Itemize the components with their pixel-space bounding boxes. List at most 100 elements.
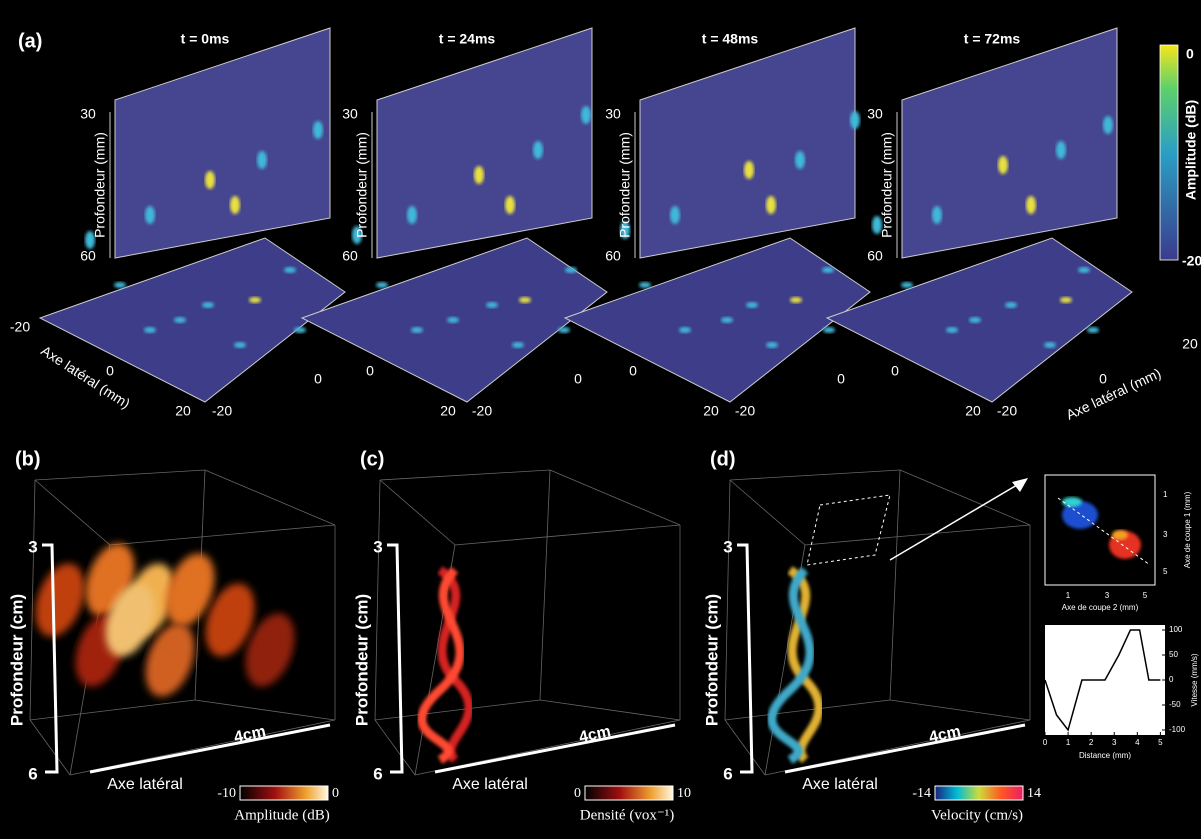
colorbar xyxy=(239,785,329,801)
box-edge xyxy=(724,699,891,721)
depth-bracket xyxy=(387,543,404,774)
echo xyxy=(407,206,417,224)
echo xyxy=(1026,196,1036,214)
ground-plane xyxy=(38,237,346,403)
panel-label: (b) xyxy=(15,448,41,470)
axis-label: Axe de coupe 1 (mm) xyxy=(1183,491,1192,568)
box-edge xyxy=(729,479,806,546)
colorbar-tick: 14 xyxy=(1027,786,1041,801)
echo xyxy=(998,156,1008,174)
section-plane xyxy=(806,494,891,566)
colorbar-tick: -14 xyxy=(912,786,931,801)
depth-tick: 30 xyxy=(80,106,96,122)
lateral-tick: 0 xyxy=(314,371,322,387)
box-edge xyxy=(539,469,551,701)
scale-label: 4cm xyxy=(578,723,613,746)
box-edge xyxy=(889,469,901,701)
lateral-label: Axe latéral xyxy=(452,776,528,793)
colorbar xyxy=(1159,44,1179,261)
colorbar xyxy=(934,785,1024,801)
lateral-tick: -20 xyxy=(212,403,232,419)
panel-d-insets: Axe de coupe 1 (mm) Axe de coupe 2 (mm) … xyxy=(889,474,1199,760)
echo xyxy=(474,166,484,184)
panel-c: (c) 3 6 Profondeur (cm) 4cm Axe latéral 0 10Den… xyxy=(352,448,691,823)
echo xyxy=(352,226,362,244)
echo xyxy=(1044,342,1056,348)
lateral-tick: 20 xyxy=(440,403,456,419)
depth-tick: 6 xyxy=(373,764,382,783)
echo xyxy=(746,302,758,308)
x-tick-label: 0 xyxy=(1043,738,1048,747)
echo xyxy=(850,111,860,129)
depth-tick: 60 xyxy=(342,248,358,264)
echo xyxy=(1056,141,1066,159)
lateral-tick: 0 xyxy=(837,371,845,387)
echo xyxy=(1078,267,1090,273)
depth-label: Profondeur (cm) xyxy=(702,594,721,726)
frame-title: t = 48ms xyxy=(702,31,759,47)
depth-tick: 60 xyxy=(867,248,883,264)
echo xyxy=(932,206,942,224)
scale-bar xyxy=(434,723,676,774)
echo xyxy=(823,327,835,333)
box-edge xyxy=(204,469,336,526)
section-blob xyxy=(1062,501,1098,529)
section-line xyxy=(1057,497,1151,566)
echo xyxy=(114,282,126,288)
box-edge xyxy=(194,699,336,721)
echo xyxy=(620,221,630,239)
lateral-tick: 0 xyxy=(106,363,114,379)
panel-a: (a) 0 -20 Amplitude (dB) t = 0ms 30 60 Prof… xyxy=(10,27,1201,423)
frame: t = 48ms 30 60 Profondeur (mm) 0 20 -20 0 xyxy=(563,27,871,419)
box-edge xyxy=(379,479,456,546)
depth-tick: 3 xyxy=(373,537,382,556)
lateral-tick: 0 xyxy=(1099,371,1107,387)
scale-label: 4cm xyxy=(928,723,963,746)
axis-label: Distance (mm) xyxy=(1079,751,1131,760)
panel-b: (b) 3 6 Profondeur (cm) 4cm Axe latéral -10 0Am… xyxy=(7,448,339,823)
y-tick-label: 1 xyxy=(1163,490,1168,499)
echo xyxy=(257,151,267,169)
section-frame xyxy=(1044,474,1156,586)
panel-label: (c) xyxy=(360,448,384,470)
echo xyxy=(144,327,156,333)
echo xyxy=(205,171,215,189)
echo xyxy=(721,317,733,323)
box-edge xyxy=(899,469,1031,526)
echo xyxy=(294,327,306,333)
scale-bar xyxy=(784,723,1026,774)
echo xyxy=(946,327,958,333)
lateral-tick: 20 xyxy=(965,403,981,419)
echo xyxy=(639,282,651,288)
box-edge xyxy=(889,699,1031,721)
panel-label: (a) xyxy=(18,30,42,52)
colorbar-tick: 10 xyxy=(677,786,691,801)
depth-label: Profondeur (mm) xyxy=(354,132,370,238)
echo xyxy=(313,121,323,139)
depth-tick: 3 xyxy=(28,537,37,556)
colorbar xyxy=(584,785,674,801)
box-edge xyxy=(109,524,336,546)
box-edge xyxy=(29,699,196,721)
echo xyxy=(230,196,240,214)
vertical-plane xyxy=(114,27,331,259)
x-tick-label: 5 xyxy=(1158,738,1163,747)
lateral-tick: -20 xyxy=(735,403,755,419)
panel-d: (d) 3 6 Profondeur (cm) 4cm Axe latéral -14 14 V… xyxy=(702,448,1041,823)
echo xyxy=(766,196,776,214)
lateral-label: Axe latéral (mm) xyxy=(1064,365,1164,423)
frame: t = 24ms 30 60 Profondeur (mm) 0 20 -20 0 xyxy=(300,27,608,419)
echo xyxy=(822,267,834,273)
volume-blob xyxy=(245,613,295,687)
colorbar-label: Amplitude (dB) xyxy=(234,807,329,823)
echo xyxy=(85,231,95,249)
depth-bracket xyxy=(737,543,754,774)
box-edge xyxy=(374,719,416,776)
volume-blob xyxy=(165,553,215,627)
echo xyxy=(447,317,459,323)
depth-tick: 30 xyxy=(342,106,358,122)
box-edge xyxy=(724,719,766,776)
colorbar-tick: 0 xyxy=(332,786,339,801)
